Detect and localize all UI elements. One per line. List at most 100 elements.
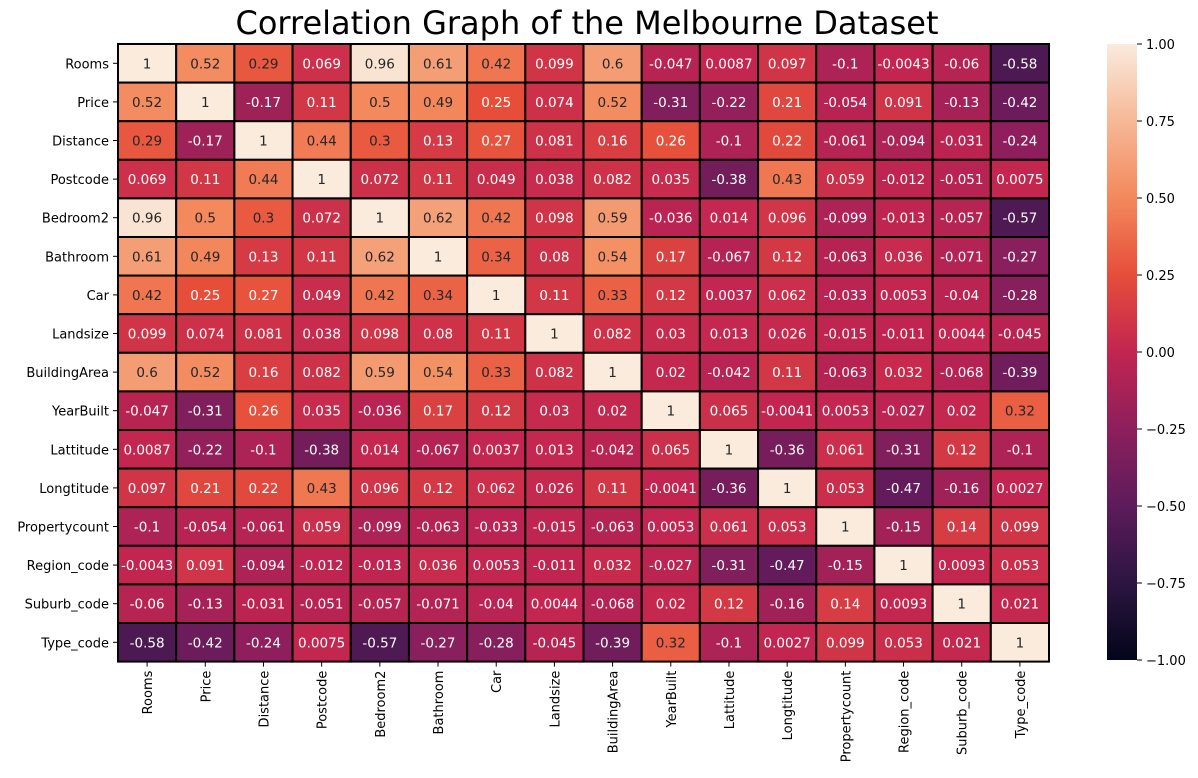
cell-value-label: 0.43: [772, 172, 802, 188]
heatmap-cell: [175, 158, 236, 200]
cell-value-label: -0.24: [1002, 134, 1037, 150]
cell-value-label: 1: [725, 442, 734, 458]
heatmap-cell: [524, 158, 585, 200]
heatmap-cell: [407, 467, 469, 509]
colorbar-tick-label: 0.50: [1146, 192, 1175, 207]
cell-value-label: 0.11: [307, 95, 337, 111]
x-tick-label: YearBuilt: [665, 671, 680, 729]
cell-value-label: 0.072: [361, 172, 400, 188]
cell-value-label: 0.096: [361, 481, 400, 497]
cell-value-label: -0.0041: [761, 404, 813, 420]
cell-value-label: 0.0027: [764, 635, 811, 651]
y-tick-label: Longtitude: [39, 482, 109, 497]
heatmap-cell: [175, 583, 236, 625]
cell-value-label: 0.21: [190, 481, 220, 497]
cell-value-label: -0.28: [479, 635, 514, 651]
cell-value-label: 0.069: [128, 172, 167, 188]
cell-value-label: 1: [899, 558, 908, 574]
heatmap-cell: [524, 506, 585, 547]
cell-value-label: 0.17: [423, 404, 453, 420]
colorbar-tick-label: −1.00: [1146, 654, 1186, 669]
cell-value-label: 0.081: [244, 327, 283, 343]
cell-value-label: -0.027: [649, 558, 693, 574]
cell-value-label: -0.063: [416, 520, 460, 536]
cell-value-label: 0.59: [598, 211, 628, 227]
heatmap-cell: [349, 274, 410, 316]
cell-value-label: 0.091: [186, 558, 225, 574]
heatmap-cell: [175, 506, 236, 547]
cell-value-label: -0.57: [362, 635, 397, 651]
cell-value-label: 1: [376, 211, 385, 227]
cell-value-label: -0.011: [533, 558, 577, 574]
cell-value-label: 0.069: [302, 56, 341, 72]
cell-value-label: 0.29: [132, 134, 162, 150]
heatmap-cell: [582, 197, 643, 238]
heatmap-cell: [757, 236, 818, 277]
cell-value-label: 0.053: [826, 481, 865, 497]
cell-value-label: 1: [783, 481, 792, 497]
cell-value-label: 0.0075: [996, 172, 1043, 188]
y-tick-label: Landsize: [52, 328, 109, 343]
cell-value-label: 0.0037: [473, 442, 520, 458]
cell-value-label: 0.08: [539, 249, 569, 265]
heatmap-cell: [989, 583, 1050, 625]
cell-value-label: 0.52: [190, 56, 220, 72]
cell-value-label: -0.042: [707, 365, 751, 381]
cell-value-label: -0.38: [712, 172, 747, 188]
heatmap-cell: [815, 467, 876, 509]
heatmap-cell: [582, 622, 643, 663]
cell-value-label: 0.6: [602, 56, 623, 72]
x-tick-label: Rooms: [141, 670, 156, 714]
heatmap-cell: [989, 43, 1050, 84]
heatmap-cell: [175, 274, 236, 316]
heatmap-cell: [873, 506, 934, 547]
cell-value-label: -0.051: [940, 172, 984, 188]
cell-value-label: 0.62: [423, 211, 453, 227]
colorbar-tick-label: −0.75: [1146, 577, 1186, 592]
cell-value-label: -0.27: [421, 635, 456, 651]
heatmap-cell: [815, 313, 876, 354]
cell-value-label: 0.065: [710, 404, 749, 420]
cell-value-label: -0.054: [824, 95, 868, 111]
cell-value-label: 0.0037: [705, 288, 752, 304]
cell-value-label: 0.036: [419, 558, 458, 574]
cell-value-label: 0.0093: [938, 558, 985, 574]
x-tick-label: Lattitude: [723, 671, 738, 730]
cell-value-label: -0.047: [649, 56, 693, 72]
heatmap-cell: [757, 120, 818, 161]
cell-value-label: 0.5: [369, 95, 390, 111]
heatmap-cell: [582, 583, 643, 625]
cell-value-label: -0.22: [188, 442, 223, 458]
heatmap-cell: [407, 622, 469, 663]
cell-value-label: 0.22: [772, 134, 802, 150]
cell-value-label: 0.098: [361, 327, 400, 343]
cell-value-label: 0.43: [307, 481, 337, 497]
heatmap-cell: [349, 236, 410, 277]
y-tick-label: Rooms: [65, 57, 109, 72]
heatmap-cell: [873, 43, 934, 84]
cell-value-label: 0.0053: [473, 558, 520, 574]
cell-value-label: 1: [841, 520, 850, 536]
cell-value-label: 0.11: [307, 249, 337, 265]
cell-value-label: -0.0043: [877, 56, 929, 72]
heatmap-cell: [873, 583, 934, 625]
heatmap-cell: [640, 429, 701, 470]
heatmap-cell: [233, 506, 294, 547]
heatmap-cell: [117, 197, 178, 238]
heatmap-cell: [989, 544, 1050, 586]
heatmap-cell: [931, 43, 992, 84]
heatmap-cell: [466, 158, 527, 200]
cell-value-label: -0.094: [882, 134, 926, 150]
cell-value-label: -0.16: [944, 481, 979, 497]
cell-value-label: 0.0044: [938, 327, 985, 343]
cell-value-label: 0.0053: [822, 404, 869, 420]
heatmap-cell: [582, 390, 643, 431]
cell-value-label: -0.045: [998, 327, 1042, 343]
cell-value-label: -0.061: [242, 520, 286, 536]
cell-value-label: -0.42: [188, 635, 223, 651]
cell-value-label: 0.03: [656, 327, 686, 343]
cell-value-label: 0.065: [651, 442, 690, 458]
heatmap-cell: [757, 158, 818, 200]
cell-value-label: -0.071: [416, 597, 460, 613]
cell-value-label: 0.0087: [705, 56, 752, 72]
